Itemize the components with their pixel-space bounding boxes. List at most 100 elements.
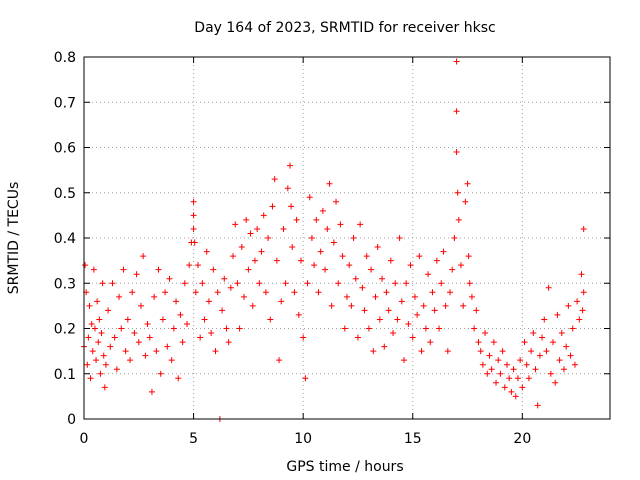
data-point	[344, 293, 350, 300]
data-point	[376, 316, 383, 323]
data-point	[90, 266, 97, 273]
data-point	[571, 361, 578, 368]
data-point	[438, 280, 445, 287]
data-point	[335, 280, 342, 287]
y-axis-title: SRMTID / TECUs	[6, 182, 22, 295]
data-point	[497, 370, 504, 377]
data-point	[501, 384, 508, 391]
data-point	[107, 343, 114, 350]
data-point	[122, 348, 129, 355]
data-point	[96, 316, 103, 323]
data-point	[254, 225, 261, 232]
data-point	[457, 262, 464, 269]
data-point	[400, 357, 407, 364]
data-point	[337, 221, 344, 228]
data-point	[91, 325, 98, 332]
data-point	[273, 257, 280, 264]
data-point	[387, 257, 394, 264]
data-point	[580, 289, 587, 296]
data-point	[552, 379, 559, 386]
data-point	[291, 289, 298, 296]
data-point	[102, 361, 109, 368]
data-point	[465, 253, 472, 260]
data-point	[488, 366, 495, 373]
data-point	[116, 293, 123, 300]
data-point	[580, 225, 587, 232]
data-point	[370, 348, 377, 355]
data-point	[359, 284, 366, 291]
data-point	[289, 244, 296, 251]
data-point	[99, 280, 106, 287]
data-point	[447, 289, 454, 296]
data-point	[460, 302, 467, 309]
data-point	[453, 108, 460, 115]
data-point	[451, 235, 458, 241]
data-point	[308, 235, 315, 241]
data-point	[162, 289, 169, 296]
data-point	[120, 266, 127, 273]
data-point	[159, 316, 166, 323]
data-point	[475, 339, 482, 346]
data-point	[93, 357, 100, 364]
y-tick-label: 0.4	[54, 231, 76, 247]
data-point	[536, 352, 543, 359]
data-point	[455, 216, 462, 223]
data-points	[81, 58, 587, 422]
data-point	[550, 339, 557, 346]
data-point	[319, 207, 326, 214]
data-point	[574, 298, 581, 305]
data-point	[190, 198, 197, 205]
data-point	[407, 262, 414, 269]
data-point	[357, 221, 364, 228]
data-point	[124, 316, 131, 323]
data-point	[142, 352, 149, 359]
data-point	[396, 235, 403, 241]
data-point	[512, 393, 519, 400]
data-point	[311, 262, 318, 269]
data-point	[425, 271, 432, 278]
data-point	[482, 330, 489, 337]
data-point	[302, 375, 309, 382]
data-point	[350, 235, 357, 241]
data-point	[569, 325, 576, 332]
x-tick-label: 0	[80, 431, 89, 447]
data-point	[208, 330, 215, 337]
data-point	[293, 216, 300, 223]
data-point	[113, 366, 120, 373]
data-point	[258, 248, 265, 255]
data-point	[495, 357, 502, 364]
data-point	[530, 330, 537, 337]
data-point	[398, 298, 405, 305]
data-point	[473, 307, 480, 314]
x-tick-label: 5	[189, 431, 198, 447]
data-point	[519, 384, 526, 391]
data-point	[230, 253, 237, 260]
data-point	[101, 384, 108, 391]
data-point	[232, 221, 239, 228]
grid	[84, 57, 610, 419]
data-point	[84, 361, 91, 368]
y-tick-label: 0.3	[54, 276, 76, 292]
data-point	[214, 289, 221, 296]
data-point	[567, 352, 574, 359]
data-point	[127, 357, 134, 364]
data-point	[427, 339, 434, 346]
data-point	[453, 149, 460, 156]
data-point	[133, 271, 140, 278]
data-point	[563, 343, 570, 350]
x-tick-label: 15	[404, 431, 422, 447]
data-point	[203, 248, 210, 255]
y-tick-label: 0.8	[54, 50, 76, 66]
data-point	[534, 402, 541, 409]
data-point	[578, 271, 585, 278]
data-point	[385, 307, 392, 314]
y-tick-label: 0.2	[54, 322, 76, 338]
data-point	[190, 212, 197, 219]
data-point	[168, 357, 175, 364]
data-point	[315, 289, 322, 296]
data-point	[135, 339, 142, 346]
data-point	[381, 343, 388, 350]
data-point	[431, 307, 438, 314]
data-point	[576, 316, 583, 323]
data-point	[276, 357, 283, 364]
